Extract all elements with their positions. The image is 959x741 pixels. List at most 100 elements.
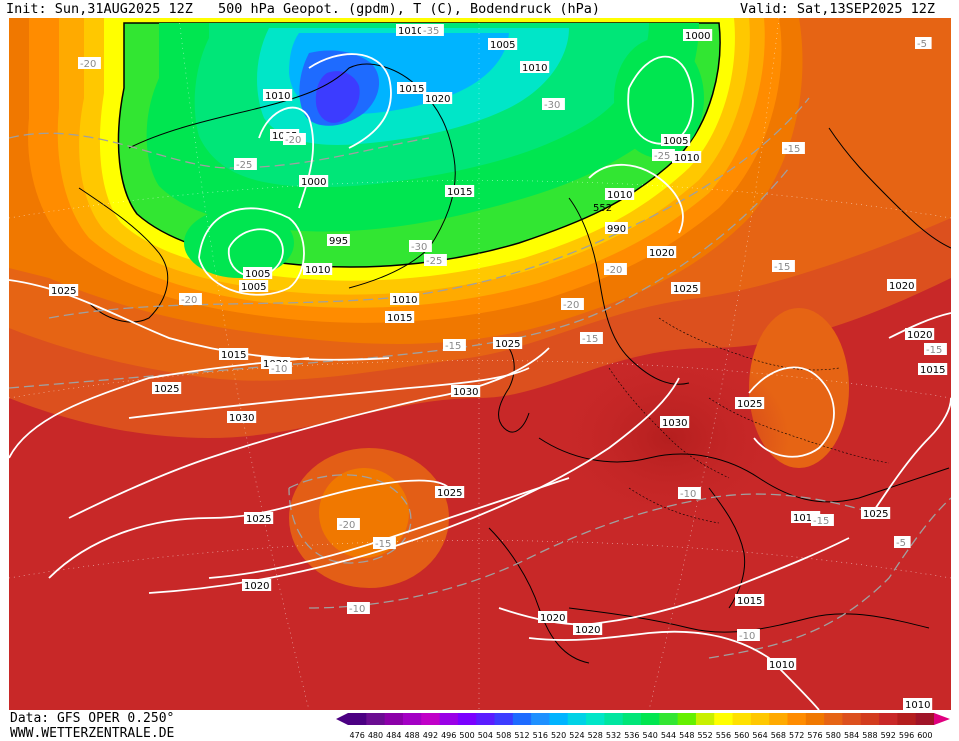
colorbar-level-label: 556 xyxy=(716,731,731,740)
temperature-label-text: -35 xyxy=(423,26,439,37)
isobar-label: 1010 xyxy=(605,188,635,201)
temperature-label-text: -10 xyxy=(680,489,696,500)
temperature-label: -20 xyxy=(179,293,202,306)
isobar-label-text: 1005 xyxy=(663,136,688,147)
temperature-label-bg xyxy=(772,260,795,272)
temperature-label-bg xyxy=(269,362,292,374)
isobar-label: 1020 xyxy=(423,92,453,105)
isobar-label-bg xyxy=(887,279,917,291)
isobar-label-bg xyxy=(903,698,933,710)
colorbar-level-label: 576 xyxy=(807,731,822,740)
isobar-label-bg xyxy=(661,134,691,146)
isobar-label-text: 995 xyxy=(329,236,348,247)
isobar-label-text: 1010 xyxy=(674,153,699,164)
isobar-label: 1020 xyxy=(887,279,917,292)
colorbar-swatch xyxy=(494,713,514,725)
temperature-label: -30 xyxy=(542,98,565,111)
isobar-label-text: 990 xyxy=(607,224,626,235)
colorbar-level-label: 536 xyxy=(624,731,639,740)
temperature-label: -5 xyxy=(915,37,932,50)
colorbar-swatch xyxy=(897,713,917,725)
temperature-label-text: -15 xyxy=(375,539,391,550)
colorbar-level-label: 560 xyxy=(734,731,749,740)
isobar-label-text: 1025 xyxy=(51,286,76,297)
isobar-label: 1010 xyxy=(263,89,293,102)
colorbar-level-label: 580 xyxy=(826,731,841,740)
colorbar-swatch xyxy=(695,713,715,725)
temperature-label-bg xyxy=(782,142,805,154)
temperature-label-bg xyxy=(580,332,603,344)
borders xyxy=(608,317,890,524)
colorbar-swatch xyxy=(842,713,862,725)
colorbar-swatch xyxy=(439,713,459,725)
colorbar-swatch xyxy=(732,713,752,725)
isobar-label-text: 1025 xyxy=(737,399,762,410)
isobar-label-bg xyxy=(671,282,701,294)
isobar-label-bg xyxy=(239,280,269,292)
isobar-label: 1020 xyxy=(905,328,935,341)
temperature-label-bg xyxy=(542,98,565,110)
colorbar-level-label: 488 xyxy=(404,731,419,740)
temperature-label-bg xyxy=(234,158,257,170)
map-header: Init: Sun,31AUG2025 12Z 500 hPa Geopot. … xyxy=(0,0,959,20)
isobar-label: 1025 xyxy=(152,382,182,395)
isobar-label-bg xyxy=(905,328,935,340)
isobar-label-bg xyxy=(573,623,603,635)
temperature-label-bg xyxy=(78,57,101,69)
temperature-label: -15 xyxy=(580,332,603,345)
temperature-label: -15 xyxy=(373,537,396,550)
temperature-label: -30 xyxy=(409,240,432,253)
isobar-label: 1010 xyxy=(903,698,933,710)
isobar-label: 1000 xyxy=(299,175,329,188)
temperature-label: -20 xyxy=(604,263,627,276)
isobar-label: 1025 xyxy=(435,486,465,499)
isobar-label-text: 1015 xyxy=(920,365,945,376)
colorbar-level-label: 552 xyxy=(697,731,712,740)
isobar-label-text: 1015 xyxy=(387,313,412,324)
temperature-label: -20 xyxy=(561,298,584,311)
isobar-label-bg xyxy=(605,222,628,234)
colorbar-level-label: 548 xyxy=(679,731,694,740)
isobar-label: 1025 xyxy=(735,397,765,410)
temperature-label-bg xyxy=(561,298,584,310)
isobar-label-bg xyxy=(660,416,690,428)
colorbar-level-label: 492 xyxy=(423,731,438,740)
temperature-label: -10 xyxy=(737,629,760,642)
isobar-label-bg xyxy=(299,175,329,187)
isobar-label-bg xyxy=(445,185,475,197)
colorbar-level-label: 504 xyxy=(478,731,493,740)
colorbar-level-label: 592 xyxy=(881,731,896,740)
isobar-label-bg xyxy=(605,188,635,200)
isobar-label-text: 1010 xyxy=(305,265,330,276)
colorbar-swatch xyxy=(549,713,569,725)
temperature-label: -15 xyxy=(782,142,805,155)
temperature-label-bg xyxy=(347,602,370,614)
colorbar-swatch xyxy=(677,713,697,725)
temperature-label-text: -25 xyxy=(654,151,670,162)
isobar-label-bg xyxy=(435,486,465,498)
colorbar-swatch xyxy=(659,713,679,725)
temperature-label-bg xyxy=(811,514,834,526)
temperature-label: -35 xyxy=(421,24,444,37)
colorbar-legend: 476 480 484 488 492 496 500 504 508 512 516 520 524 5… xyxy=(336,713,950,740)
temperature-label-bg xyxy=(409,240,432,252)
isobar-label: 1030 xyxy=(451,385,481,398)
isobar-label-text: 1025 xyxy=(246,514,271,525)
colorbar-level-label: 484 xyxy=(386,731,401,740)
isobar-label-bg xyxy=(735,594,765,606)
isobar-label-bg xyxy=(918,363,948,375)
isobar-label: 1030 xyxy=(660,416,690,429)
colorbar-level-label: 540 xyxy=(643,731,658,740)
isobar-label-bg xyxy=(861,507,891,519)
graticule xyxy=(9,18,951,710)
isobar-label-text: 1010 xyxy=(905,700,930,710)
isobar-label-text: 1005 xyxy=(245,269,270,280)
isobar-label: 1015 xyxy=(385,311,415,324)
temperature-label: -20 xyxy=(283,133,306,146)
isobar-label: 1020 xyxy=(573,623,603,636)
colorbar-level-label: 480 xyxy=(368,731,383,740)
valid-time: Valid: Sat,13SEP2025 12Z xyxy=(740,1,936,17)
isobar-label-text: 1015 xyxy=(399,84,424,95)
colorbar-swatch xyxy=(402,713,422,725)
geopotential-label-552: 552 xyxy=(593,203,612,214)
